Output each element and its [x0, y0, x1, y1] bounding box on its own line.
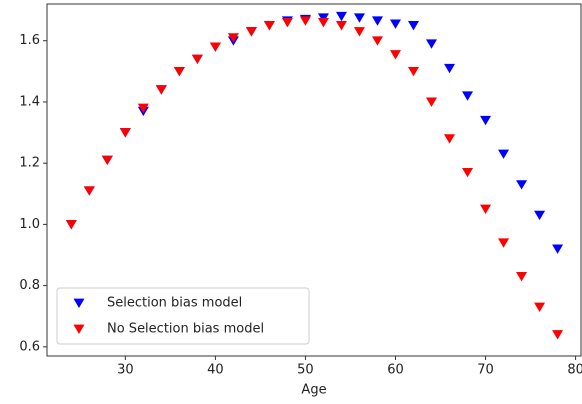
x-tick-label: 50 — [297, 363, 314, 378]
marker — [371, 16, 383, 26]
marker — [480, 115, 492, 126]
marker — [155, 85, 167, 95]
marker — [173, 66, 185, 77]
x-tick-label: 80 — [567, 363, 582, 378]
marker — [426, 39, 438, 49]
marker — [498, 238, 510, 248]
marker — [371, 36, 383, 46]
x-tick-label: 70 — [477, 363, 494, 378]
marker — [209, 42, 221, 52]
marker — [498, 149, 510, 159]
marker — [335, 21, 347, 31]
marker — [389, 19, 401, 29]
marker — [65, 219, 77, 230]
x-axis-label: Age — [301, 383, 326, 398]
marker — [516, 180, 528, 190]
plot-frame — [46, 3, 582, 357]
marker — [516, 272, 528, 282]
marker — [462, 91, 474, 101]
legend-marker — [73, 324, 85, 334]
marker — [426, 97, 438, 107]
marker — [101, 155, 113, 166]
y-tick-label: 1.2 — [19, 156, 40, 171]
marker — [444, 63, 456, 74]
marker — [353, 13, 365, 23]
marker — [408, 66, 420, 77]
y-tick-label: 1.0 — [19, 217, 40, 232]
marker — [552, 330, 564, 340]
marker — [245, 27, 257, 37]
marker — [353, 27, 365, 37]
marker — [444, 134, 456, 144]
y-tick-label: 0.6 — [19, 339, 40, 354]
x-tick-label: 30 — [117, 363, 134, 378]
legend-marker — [73, 298, 85, 308]
marker — [552, 244, 564, 254]
marker — [462, 167, 474, 178]
marker — [83, 186, 95, 196]
marker — [408, 21, 420, 31]
marker — [263, 21, 275, 31]
marker — [317, 17, 329, 28]
marker — [227, 33, 239, 43]
marker — [137, 103, 149, 114]
marker — [534, 302, 546, 312]
marker — [299, 16, 311, 26]
marker — [389, 50, 401, 60]
legend-label: No Selection bias model — [107, 322, 264, 337]
y-tick-label: 0.8 — [19, 278, 40, 293]
marker — [480, 204, 492, 215]
x-tick-label: 40 — [207, 363, 224, 378]
y-tick-label: 1.6 — [19, 33, 40, 48]
marker — [335, 11, 347, 22]
marker — [534, 210, 546, 221]
marker — [281, 17, 293, 28]
marker — [119, 128, 131, 138]
x-tick-label: 60 — [387, 363, 404, 378]
marker — [191, 54, 203, 65]
legend-box — [56, 287, 310, 345]
y-tick-label: 1.4 — [19, 94, 40, 109]
legend-label: Selection bias model — [107, 296, 242, 311]
